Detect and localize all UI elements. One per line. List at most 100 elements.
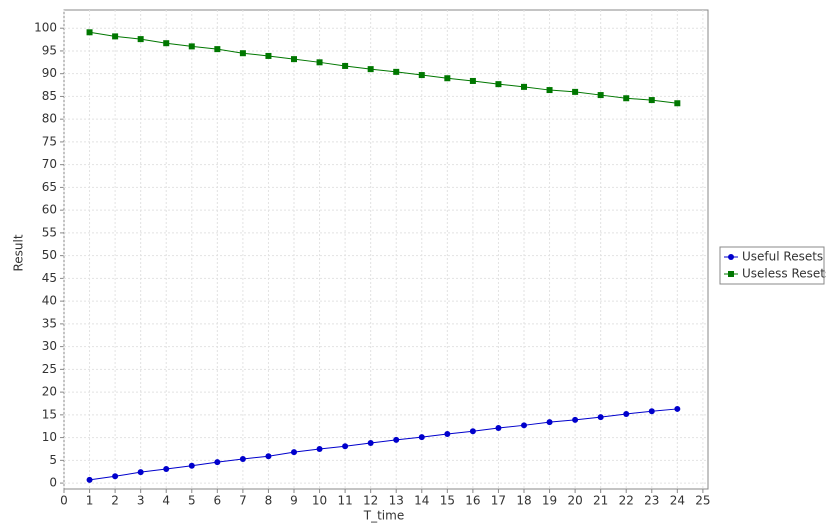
x-tick-label: 16 [465, 494, 480, 508]
marker [214, 459, 221, 466]
y-tick-label: 55 [42, 225, 57, 239]
marker [418, 434, 425, 441]
marker [112, 33, 119, 40]
marker [469, 77, 476, 84]
marker [239, 50, 246, 57]
y-tick-label: 75 [42, 134, 57, 148]
marker [163, 465, 170, 472]
x-tick-label: 13 [389, 494, 404, 508]
x-tick-label: 1 [86, 494, 94, 508]
y-axis-label: Result [12, 234, 26, 271]
plot-area [63, 9, 709, 490]
marker [342, 443, 349, 450]
marker [265, 52, 272, 59]
x-tick-label: 15 [440, 494, 455, 508]
marker [342, 62, 349, 69]
series-line [89, 408, 678, 481]
marker [137, 469, 144, 476]
marker [137, 36, 144, 43]
legend-marker [728, 271, 734, 277]
y-tick-label: 100 [34, 21, 57, 35]
marker [572, 416, 579, 423]
marker [291, 449, 297, 456]
x-tick-label: 19 [542, 494, 557, 508]
x-tick-label: 6 [214, 494, 222, 508]
marker [367, 66, 374, 73]
x-tick-label: 2 [111, 494, 119, 508]
marker [444, 75, 451, 82]
marker [521, 422, 527, 429]
marker [674, 405, 681, 412]
marker [265, 453, 272, 460]
y-tick-label: 65 [42, 180, 57, 194]
x-tick-label: 23 [644, 494, 659, 508]
marker [572, 88, 579, 95]
marker [418, 72, 425, 79]
y-tick-label: 35 [42, 316, 57, 330]
marker [546, 87, 553, 94]
marker [469, 428, 476, 435]
x-tick-label: 5 [188, 494, 196, 508]
marker [316, 445, 323, 452]
y-tick-label: 0 [49, 476, 57, 490]
x-tick-label: 11 [337, 494, 352, 508]
marker [623, 95, 630, 102]
marker [674, 100, 681, 107]
y-tick-label: 85 [42, 89, 57, 103]
marker [188, 462, 195, 469]
y-tick-label: 5 [49, 453, 57, 467]
marker [239, 455, 246, 462]
x-tick-label: 14 [414, 494, 429, 508]
marker [648, 97, 655, 104]
marker [648, 408, 655, 415]
marker [393, 436, 400, 443]
legend-label: Useless Resets [742, 267, 826, 281]
x-tick-label: 18 [516, 494, 531, 508]
y-tick-label: 70 [42, 157, 57, 171]
legend-box [719, 246, 825, 285]
marker [393, 68, 400, 75]
series-line [89, 31, 678, 104]
marker [86, 476, 93, 483]
x-tick-label: 24 [670, 494, 685, 508]
marker [495, 425, 502, 432]
x-tick-label: 25 [695, 494, 710, 508]
marker [316, 59, 323, 66]
x-tick-label: 0 [60, 494, 68, 508]
marker [597, 92, 604, 99]
marker [623, 410, 630, 417]
y-tick-label: 30 [42, 339, 57, 353]
y-tick-label: 20 [42, 385, 57, 399]
marker [214, 46, 221, 53]
x-tick-label: 12 [363, 494, 378, 508]
marker [597, 414, 604, 421]
x-tick-label: 8 [265, 494, 273, 508]
x-tick-label: 3 [137, 494, 145, 508]
x-tick-label: 9 [290, 494, 298, 508]
y-tick-label: 95 [42, 43, 57, 57]
y-tick-label: 50 [42, 248, 57, 262]
x-tick-label: 22 [619, 494, 634, 508]
marker [163, 40, 170, 47]
marker [291, 56, 297, 63]
marker [188, 43, 195, 50]
y-tick-label: 60 [42, 203, 57, 217]
marker [546, 419, 553, 426]
x-tick-label: 17 [491, 494, 506, 508]
y-tick-label: 45 [42, 271, 57, 285]
x-tick-label: 7 [239, 494, 247, 508]
y-tick-label: 25 [42, 362, 57, 376]
legend-marker [728, 254, 734, 260]
marker [367, 440, 374, 447]
y-tick-label: 15 [42, 407, 57, 421]
legend-label: Useful Resets [742, 250, 823, 264]
x-tick-label: 4 [162, 494, 170, 508]
marker [86, 29, 93, 36]
marker [521, 83, 527, 90]
y-tick-label: 90 [42, 66, 57, 80]
marker [495, 81, 502, 88]
y-tick-label: 40 [42, 294, 57, 308]
x-tick-label: 21 [593, 494, 608, 508]
x-axis-label: T_time [363, 509, 404, 523]
